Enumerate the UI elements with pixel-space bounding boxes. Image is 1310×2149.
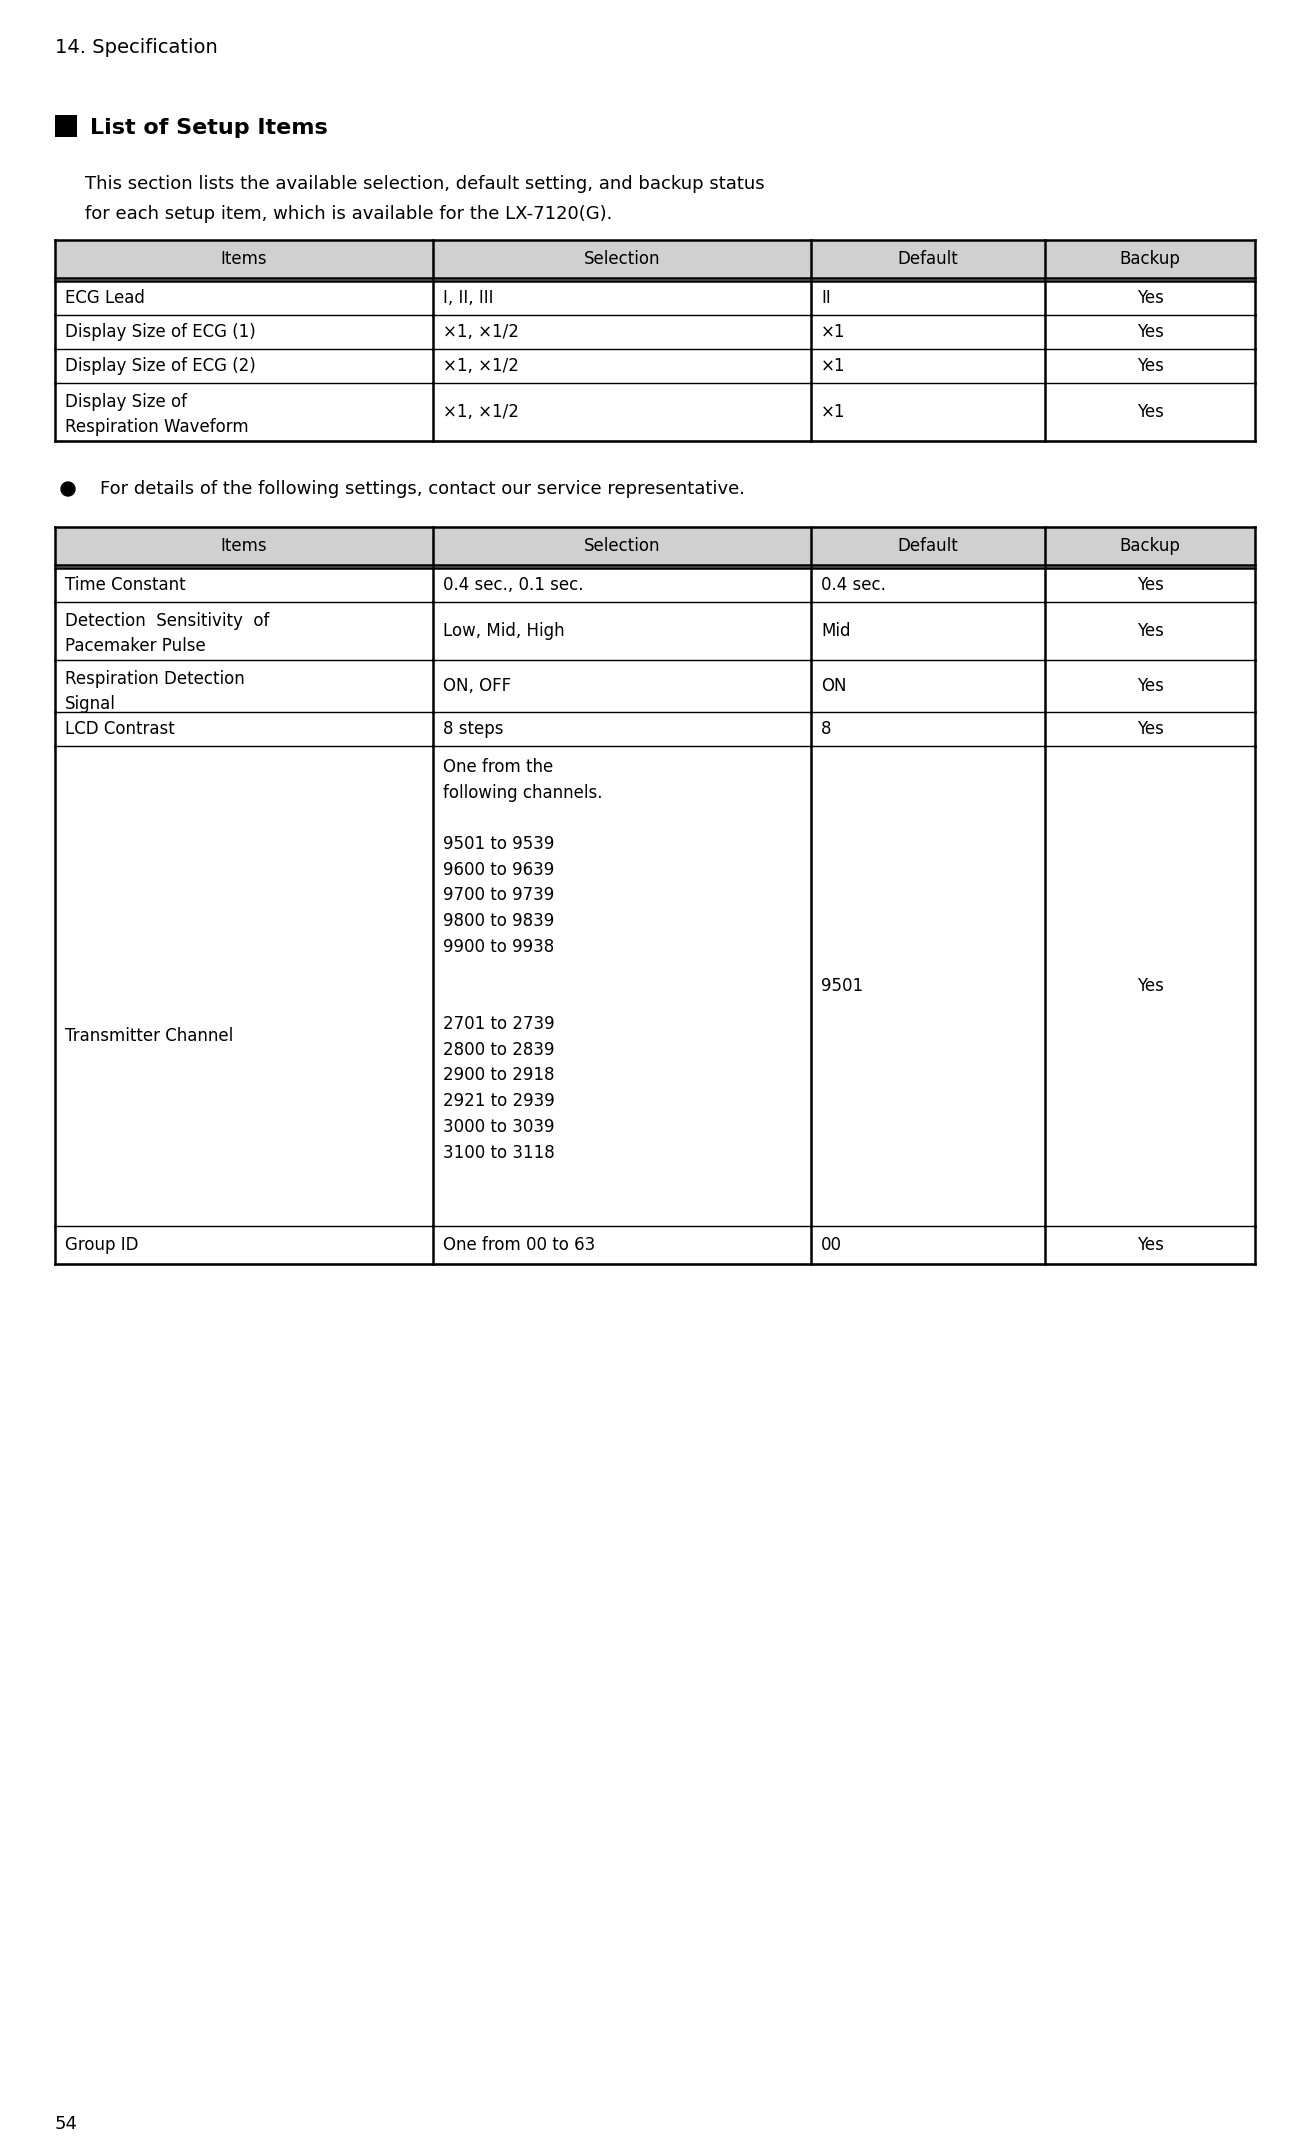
Text: 0.4 sec.: 0.4 sec.: [821, 576, 886, 593]
Text: Items: Items: [220, 249, 267, 269]
Text: 0.4 sec., 0.1 sec.: 0.4 sec., 0.1 sec.: [443, 576, 583, 593]
Text: 9501: 9501: [821, 978, 863, 995]
Text: Display Size of ECG (2): Display Size of ECG (2): [66, 357, 255, 374]
Text: 00: 00: [821, 1236, 842, 1255]
Text: 54: 54: [55, 2115, 79, 2134]
Text: Transmitter Channel: Transmitter Channel: [66, 1027, 233, 1044]
Text: ×1: ×1: [821, 322, 845, 342]
Text: Yes: Yes: [1137, 978, 1163, 995]
Text: This section lists the available selection, default setting, and backup status: This section lists the available selecti…: [85, 174, 765, 193]
Text: Yes: Yes: [1137, 357, 1163, 374]
Text: Yes: Yes: [1137, 1236, 1163, 1255]
Text: ×1, ×1/2: ×1, ×1/2: [443, 404, 519, 421]
Text: Yes: Yes: [1137, 621, 1163, 640]
Text: Time Constant: Time Constant: [66, 576, 186, 593]
Text: Yes: Yes: [1137, 677, 1163, 694]
Text: Items: Items: [220, 537, 267, 554]
Text: ×1, ×1/2: ×1, ×1/2: [443, 357, 519, 374]
Text: Respiration Detection
Signal: Respiration Detection Signal: [66, 670, 245, 713]
Text: Backup: Backup: [1120, 249, 1180, 269]
Text: Mid: Mid: [821, 621, 850, 640]
Text: Default: Default: [897, 537, 959, 554]
Text: Default: Default: [897, 249, 959, 269]
Text: II: II: [821, 288, 831, 307]
Text: Yes: Yes: [1137, 288, 1163, 307]
Circle shape: [62, 481, 75, 496]
Text: Display Size of
Respiration Waveform: Display Size of Respiration Waveform: [66, 393, 249, 436]
Text: Backup: Backup: [1120, 537, 1180, 554]
Text: 14. Specification: 14. Specification: [55, 39, 217, 58]
Text: Yes: Yes: [1137, 322, 1163, 342]
Text: Yes: Yes: [1137, 576, 1163, 593]
Text: LCD Contrast: LCD Contrast: [66, 720, 174, 737]
Text: I, II, III: I, II, III: [443, 288, 494, 307]
Text: For details of the following settings, contact our service representative.: For details of the following settings, c…: [100, 479, 745, 499]
Text: ON: ON: [821, 677, 846, 694]
Text: Low, Mid, High: Low, Mid, High: [443, 621, 565, 640]
Text: ON, OFF: ON, OFF: [443, 677, 511, 694]
Bar: [55, 241, 1255, 277]
Text: Selection: Selection: [584, 537, 660, 554]
Text: ×1, ×1/2: ×1, ×1/2: [443, 322, 519, 342]
Text: 8: 8: [821, 720, 832, 737]
Text: ×1: ×1: [821, 357, 845, 374]
Bar: [55, 116, 77, 138]
Text: List of Setup Items: List of Setup Items: [90, 118, 328, 138]
Text: 8 steps: 8 steps: [443, 720, 503, 737]
Text: Detection  Sensitivity  of
Pacemaker Pulse: Detection Sensitivity of Pacemaker Pulse: [66, 612, 270, 655]
Text: One from the
following channels.

9501 to 9539
9600 to 9639
9700 to 9739
9800 to: One from the following channels. 9501 to…: [443, 759, 603, 1160]
Text: ECG Lead: ECG Lead: [66, 288, 145, 307]
Text: Yes: Yes: [1137, 720, 1163, 737]
Text: Yes: Yes: [1137, 404, 1163, 421]
Text: for each setup item, which is available for the LX-7120(G).: for each setup item, which is available …: [85, 204, 612, 223]
Text: Group ID: Group ID: [66, 1236, 139, 1255]
Text: Selection: Selection: [584, 249, 660, 269]
Text: One from 00 to 63: One from 00 to 63: [443, 1236, 595, 1255]
Text: Display Size of ECG (1): Display Size of ECG (1): [66, 322, 255, 342]
Text: ×1: ×1: [821, 404, 845, 421]
Bar: [55, 527, 1255, 565]
